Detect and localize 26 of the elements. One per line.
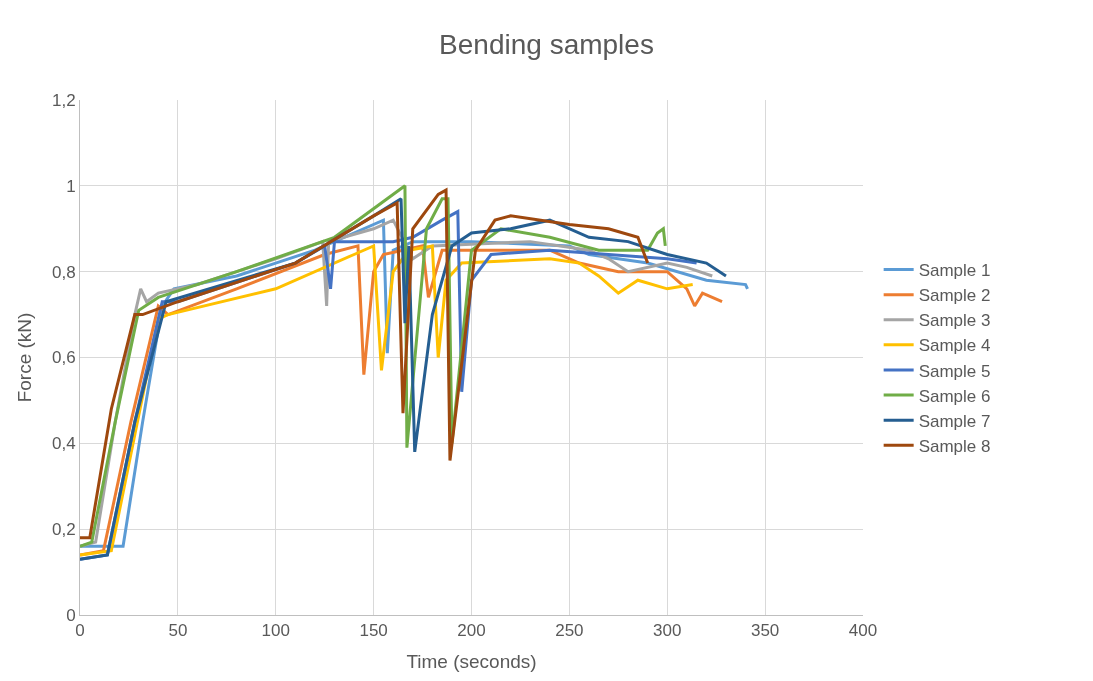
y-tick-label: 0,8 (51, 262, 76, 282)
x-tick-label: 50 (168, 621, 188, 641)
legend-label: Sample 1 (918, 261, 991, 281)
y-tick-label: 0,4 (51, 434, 76, 454)
legend-label: Sample 8 (918, 436, 991, 456)
x-tick-label: 400 (848, 621, 878, 641)
x-tick-label: 350 (750, 621, 780, 641)
legend-label: Sample 6 (918, 386, 991, 406)
y-tick-label: 1,2 (51, 90, 76, 110)
x-tick-label: 150 (359, 621, 388, 641)
legend-label: Sample 2 (918, 286, 991, 306)
legend-label: Sample 7 (918, 411, 991, 431)
x-tick-label: 200 (457, 621, 486, 641)
legend-label: Sample 5 (918, 361, 991, 381)
x-tick-label: 100 (261, 621, 290, 641)
legend-label: Sample 4 (918, 336, 991, 356)
x-tick-label: 300 (653, 621, 682, 641)
y-tick-label: 0 (66, 605, 76, 625)
y-tick-label: 1 (66, 176, 76, 196)
y-tick-label: 0,6 (51, 348, 76, 368)
x-axis-title: Time (seconds) (406, 651, 537, 673)
y-axis-title: Force (kN) (13, 312, 35, 403)
legend-label: Sample 3 (918, 311, 991, 331)
y-tick-label: 0,2 (51, 520, 76, 540)
chart-title: Bending samples (439, 28, 654, 60)
x-tick-label: 250 (555, 621, 584, 641)
